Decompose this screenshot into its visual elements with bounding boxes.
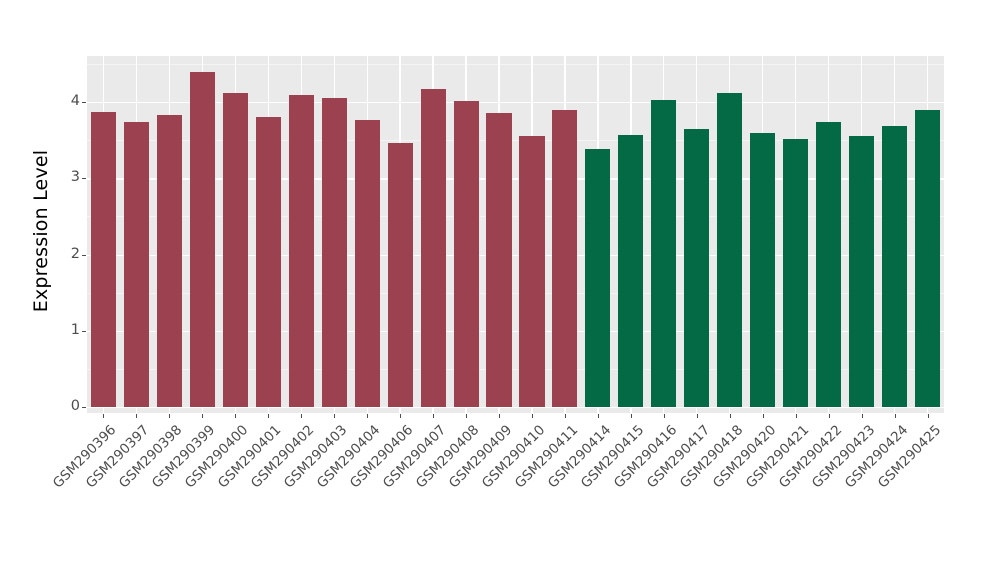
x-tick-mark-GSM290397 [136, 414, 138, 418]
x-tick-label-GSM290416: GSM290416 [610, 422, 681, 492]
bar-GSM290402 [288, 95, 314, 407]
x-tick-label-GSM290423: GSM290423 [808, 422, 878, 492]
bar-GSM290407 [420, 89, 446, 407]
bar-GSM290411 [552, 110, 578, 407]
x-tick-mark-GSM290409 [499, 414, 501, 418]
x-tick-mark-GSM290398 [169, 414, 171, 418]
x-tick-mark-GSM290421 [795, 414, 797, 418]
x-tick-mark-GSM290406 [400, 414, 402, 418]
x-tick-mark-GSM290408 [466, 414, 468, 418]
x-tick-mark-GSM290404 [367, 414, 369, 418]
bar-GSM290410 [519, 136, 545, 407]
x-tick-mark-GSM290417 [696, 414, 698, 418]
gridline-major-y-3 [87, 178, 944, 180]
x-tick-mark-GSM290414 [597, 414, 599, 418]
bar-GSM290425 [914, 109, 941, 407]
x-tick-label-GSM290415: GSM290415 [577, 422, 648, 492]
bar-GSM290415 [618, 134, 644, 407]
plot-panel [87, 56, 944, 413]
x-tick-label-GSM290404: GSM290404 [314, 422, 384, 492]
x-tick-label-GSM290411: GSM290411 [511, 422, 582, 492]
bar-GSM290423 [849, 135, 875, 407]
y-tick-label-4: 4 [70, 93, 80, 109]
gridline-minor-y-0.5 [87, 368, 944, 370]
bar-GSM290421 [783, 139, 809, 407]
x-tick-label-GSM290406: GSM290406 [346, 422, 417, 492]
x-tick-mark-GSM290403 [334, 414, 336, 418]
bar-GSM290409 [486, 113, 512, 407]
bar-GSM290416 [651, 99, 677, 407]
x-tick-label-GSM290402: GSM290402 [248, 422, 318, 492]
x-tick-label-GSM290418: GSM290418 [676, 422, 747, 492]
y-tick-mark-2 [82, 254, 86, 256]
x-tick-label-GSM290400: GSM290400 [182, 422, 252, 492]
x-tick-label-GSM290420: GSM290420 [709, 422, 780, 492]
y-tick-mark-4 [82, 102, 86, 103]
gridline-minor-y-4.5 [87, 63, 944, 65]
x-tick-mark-GSM290411 [564, 414, 566, 418]
y-tick-mark-1 [82, 330, 86, 332]
x-tick-label-GSM290417: GSM290417 [643, 422, 714, 492]
gridline-major-y-4 [87, 102, 944, 104]
x-tick-mark-GSM290402 [301, 414, 303, 418]
bar-GSM290396 [90, 111, 116, 407]
bar-GSM290408 [453, 101, 479, 407]
y-tick-label-3: 3 [70, 169, 80, 186]
x-tick-mark-GSM290420 [762, 414, 764, 418]
gridline-major-y-1 [87, 330, 944, 333]
x-tick-label-GSM290421: GSM290421 [742, 422, 812, 492]
x-tick-mark-GSM290422 [828, 414, 830, 418]
x-tick-mark-GSM290400 [235, 414, 237, 418]
bar-GSM290400 [222, 92, 248, 407]
y-tick-label-2: 2 [70, 245, 80, 262]
x-tick-mark-GSM290396 [103, 414, 105, 418]
bar-GSM290422 [816, 121, 842, 407]
x-tick-label-GSM290407: GSM290407 [379, 422, 450, 492]
bar-GSM290403 [321, 98, 347, 407]
y-tick-mark-0 [82, 407, 86, 408]
y-tick-label-1: 1 [70, 321, 80, 338]
x-tick-label-GSM290414: GSM290414 [544, 422, 615, 492]
x-tick-label-GSM290422: GSM290422 [775, 422, 845, 492]
x-tick-mark-GSM290424 [894, 414, 896, 418]
gridline-minor-y-3.5 [87, 140, 944, 142]
bar-GSM290401 [255, 117, 281, 407]
bar-GSM290424 [882, 126, 908, 407]
x-tick-mark-GSM290423 [861, 414, 863, 418]
bar-GSM290399 [189, 72, 215, 407]
x-tick-mark-GSM290407 [433, 414, 435, 418]
x-tick-mark-GSM290415 [630, 414, 632, 418]
x-tick-label-GSM290403: GSM290403 [281, 422, 351, 492]
x-tick-label-GSM290425: GSM290425 [874, 422, 944, 492]
x-tick-label-GSM290399: GSM290399 [149, 422, 219, 492]
x-tick-label-GSM290408: GSM290408 [412, 422, 483, 492]
bar-GSM290404 [354, 119, 380, 407]
x-tick-mark-GSM290401 [268, 414, 270, 418]
y-tick-mark-3 [82, 178, 86, 180]
bar-GSM290414 [585, 148, 611, 407]
y-axis: 0 1 2 3 4 [47, 0, 80, 580]
x-tick-mark-GSM290425 [927, 414, 929, 418]
x-tick-label-GSM290410: GSM290410 [478, 422, 549, 492]
bar-GSM290397 [123, 121, 149, 407]
x-tick-label-GSM290424: GSM290424 [841, 422, 911, 492]
x-tick-label-GSM290401: GSM290401 [215, 422, 285, 492]
bar-GSM290420 [750, 132, 776, 407]
x-tick-mark-GSM290399 [202, 414, 204, 418]
gridline-minor-y-1.5 [87, 292, 944, 294]
gridline-major-y-2 [87, 254, 944, 256]
bar-GSM290418 [717, 92, 743, 407]
gridline-major-y-0 [87, 407, 944, 409]
x-tick-mark-GSM290416 [663, 414, 665, 418]
x-tick-mark-GSM290410 [531, 414, 533, 418]
y-tick-label-0: 0 [70, 398, 80, 414]
bar-GSM290417 [684, 129, 710, 407]
bar-GSM290398 [156, 114, 182, 407]
bar-GSM290406 [387, 143, 413, 407]
gridline-minor-y-2.5 [87, 216, 944, 218]
x-tick-mark-GSM290418 [729, 414, 731, 418]
x-tick-label-GSM290409: GSM290409 [445, 422, 516, 492]
